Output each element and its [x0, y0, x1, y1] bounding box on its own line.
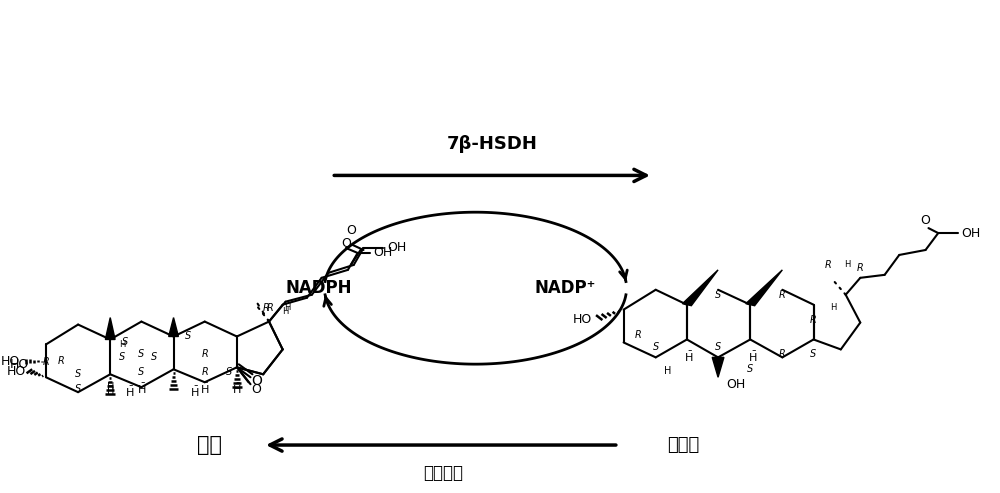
- Text: OH: OH: [726, 378, 745, 391]
- Text: R: R: [857, 263, 864, 273]
- Text: S: S: [810, 350, 817, 359]
- Text: 异丙醇: 异丙醇: [667, 436, 700, 454]
- Text: S: S: [138, 367, 145, 377]
- Text: 丙酮: 丙酮: [197, 435, 222, 455]
- Text: S: S: [653, 343, 659, 352]
- Text: H: H: [107, 387, 114, 397]
- Text: R: R: [779, 290, 786, 300]
- Text: O: O: [251, 374, 262, 388]
- Polygon shape: [105, 317, 115, 340]
- Text: R: R: [201, 367, 208, 377]
- Polygon shape: [169, 317, 178, 337]
- Polygon shape: [746, 270, 782, 306]
- Text: OH: OH: [373, 246, 392, 259]
- Text: H: H: [282, 307, 289, 316]
- Text: HO: HO: [7, 365, 26, 378]
- Text: HO: HO: [573, 313, 592, 326]
- Text: HO: HO: [0, 355, 20, 368]
- Text: R: R: [263, 303, 269, 313]
- Text: O: O: [346, 224, 356, 237]
- Text: R: R: [779, 350, 786, 359]
- Text: OH: OH: [962, 227, 981, 240]
- Text: R: R: [825, 260, 832, 270]
- Text: S: S: [122, 337, 128, 348]
- Text: S: S: [747, 364, 753, 374]
- Text: S: S: [75, 369, 81, 379]
- Text: $\bar{\mathrm{H}}$: $\bar{\mathrm{H}}$: [684, 350, 694, 364]
- Text: H: H: [107, 382, 114, 392]
- Text: O: O: [341, 237, 351, 249]
- Text: NADP⁺: NADP⁺: [534, 279, 596, 297]
- Text: H: H: [664, 366, 671, 376]
- Text: R: R: [267, 303, 273, 313]
- Text: S: S: [226, 367, 232, 377]
- Text: 醇脱氢醂: 醇脱氢醂: [423, 464, 463, 482]
- Text: S: S: [119, 352, 125, 362]
- Text: S: S: [138, 350, 145, 359]
- Text: OH: OH: [387, 242, 406, 254]
- Text: S: S: [715, 343, 721, 352]
- Text: S: S: [185, 331, 191, 342]
- Text: R: R: [810, 315, 817, 324]
- Polygon shape: [682, 270, 718, 306]
- Text: R: R: [201, 350, 208, 359]
- Text: $\bar{\mathrm{H}}$: $\bar{\mathrm{H}}$: [125, 385, 134, 399]
- Text: O: O: [921, 213, 930, 227]
- Text: S: S: [151, 352, 157, 362]
- Text: HO: HO: [10, 358, 29, 371]
- Text: S: S: [715, 290, 721, 300]
- Text: H: H: [830, 303, 836, 312]
- Text: H: H: [844, 260, 851, 269]
- Text: $\bar{\mathrm{H}}$: $\bar{\mathrm{H}}$: [190, 385, 200, 399]
- Text: $\bar{\mathrm{H}}$: $\bar{\mathrm{H}}$: [137, 382, 146, 396]
- Text: R: R: [58, 356, 65, 366]
- Text: $\bar{\mathrm{H}}$: $\bar{\mathrm{H}}$: [748, 350, 758, 364]
- Text: O: O: [251, 383, 261, 396]
- Text: H: H: [119, 340, 125, 349]
- Text: S: S: [75, 384, 81, 394]
- Polygon shape: [712, 357, 724, 377]
- Text: 7β-HSDH: 7β-HSDH: [447, 135, 538, 152]
- Text: $\bar{\mathrm{H}}$: $\bar{\mathrm{H}}$: [232, 382, 242, 396]
- Text: R: R: [43, 357, 49, 367]
- Text: $\bar{\mathrm{H}}$: $\bar{\mathrm{H}}$: [200, 382, 209, 396]
- Text: H: H: [284, 303, 291, 312]
- Text: NADPH: NADPH: [285, 279, 352, 297]
- Text: R: R: [635, 329, 642, 340]
